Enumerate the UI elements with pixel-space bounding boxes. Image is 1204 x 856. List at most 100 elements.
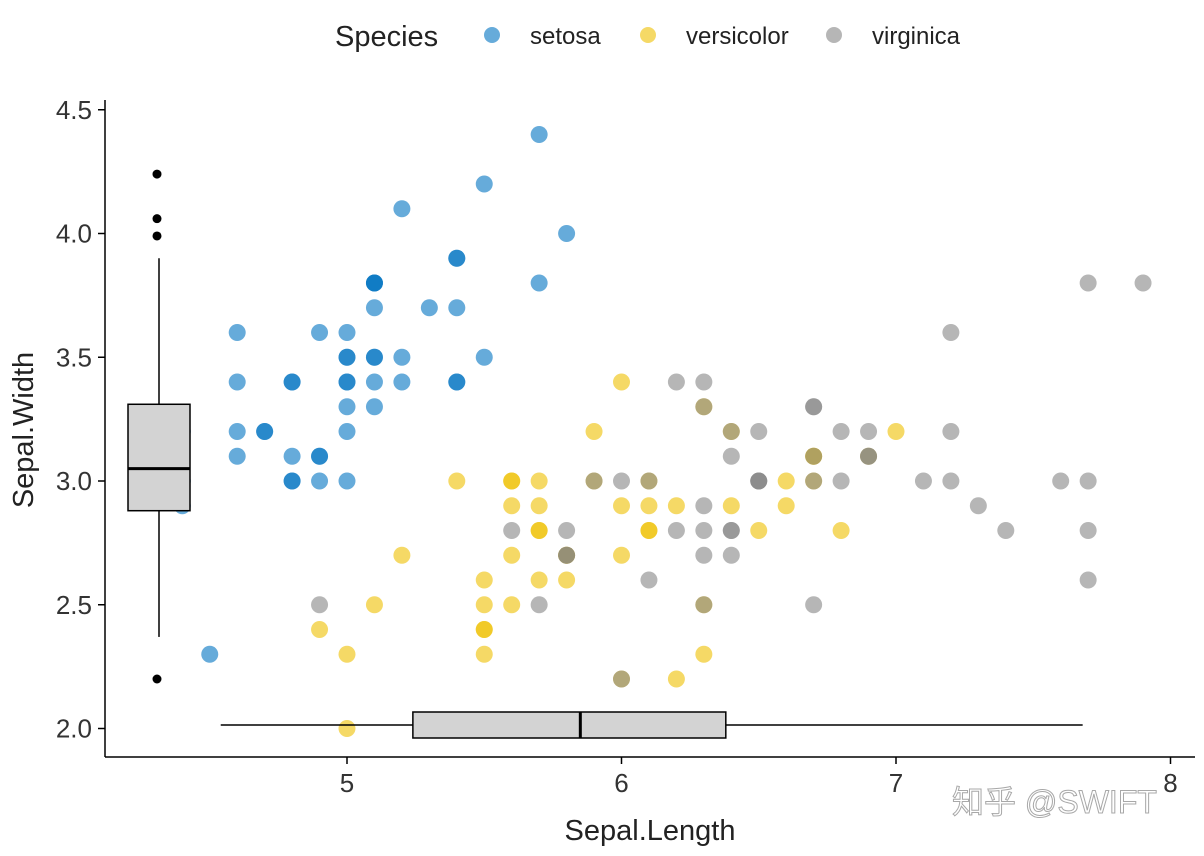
point-setosa <box>338 348 356 366</box>
point-versicolor <box>475 621 493 638</box>
point-versicolor <box>750 522 768 539</box>
point-versicolor <box>640 497 658 515</box>
point-virginica <box>530 596 548 614</box>
point-virginica <box>969 497 987 515</box>
point-setosa <box>365 348 383 366</box>
point-setosa <box>228 447 246 465</box>
point-setosa <box>311 472 329 490</box>
point-virginica <box>613 472 630 490</box>
point-virginica <box>695 522 713 539</box>
point-virginica <box>832 423 850 440</box>
point-virginica <box>640 571 658 589</box>
point-virginica <box>942 324 960 341</box>
boxplot-layer <box>127 169 1083 739</box>
point-virginica <box>1052 472 1070 490</box>
point-virginica <box>695 497 713 515</box>
point-setosa <box>475 175 493 193</box>
point-versicolor <box>448 472 466 490</box>
y-box-outlier <box>152 674 162 684</box>
point-setosa <box>283 373 301 391</box>
point-virginica <box>832 472 850 490</box>
point-virginica <box>805 472 823 490</box>
point-setosa <box>338 373 356 391</box>
point-virginica <box>722 423 740 440</box>
legend-marker-setosa <box>484 27 500 43</box>
point-virginica <box>695 398 713 416</box>
point-versicolor <box>613 546 630 564</box>
point-versicolor <box>338 645 356 663</box>
point-setosa <box>228 423 246 440</box>
point-setosa <box>311 447 329 465</box>
point-setosa <box>475 348 493 366</box>
point-versicolor <box>530 571 548 589</box>
point-versicolor <box>530 522 548 539</box>
point-setosa <box>365 373 383 391</box>
point-virginica <box>558 546 576 564</box>
point-virginica <box>613 670 630 688</box>
y-box-outlier <box>152 231 162 241</box>
point-virginica <box>750 472 768 490</box>
point-virginica <box>805 596 823 614</box>
point-versicolor <box>503 497 521 515</box>
point-setosa <box>448 373 466 391</box>
point-virginica <box>695 373 713 391</box>
axes: Sepal.Length Sepal.Width 5 6 7 8 2.0 2.5 3.0 3.… <box>8 95 1195 847</box>
point-versicolor <box>640 522 658 539</box>
point-virginica <box>667 373 685 391</box>
point-setosa <box>365 274 383 292</box>
watermark: 知乎 @SWIFT <box>952 784 1157 820</box>
x-axis-label: Sepal.Length <box>565 815 736 847</box>
legend-marker-versicolor <box>640 27 656 43</box>
point-virginica <box>695 546 713 564</box>
point-versicolor <box>777 472 795 490</box>
point-versicolor <box>503 596 521 614</box>
point-versicolor <box>558 571 576 589</box>
point-versicolor <box>832 522 850 539</box>
point-virginica <box>942 472 960 490</box>
y-tick-label: 4.5 <box>56 95 92 125</box>
point-versicolor <box>777 497 795 515</box>
legend-label-virginica: virginica <box>872 23 961 50</box>
point-virginica <box>311 596 329 614</box>
point-versicolor <box>613 373 630 391</box>
point-setosa <box>338 423 356 440</box>
point-versicolor <box>530 497 548 515</box>
y-tick-label: 3.5 <box>56 342 92 372</box>
point-virginica <box>722 522 740 539</box>
point-versicolor <box>338 720 356 737</box>
point-versicolor <box>667 670 685 688</box>
point-virginica <box>558 522 576 539</box>
x-tick-label: 5 <box>340 768 354 798</box>
point-virginica <box>640 472 658 490</box>
point-setosa <box>530 126 548 143</box>
point-virginica <box>585 472 603 490</box>
point-setosa <box>228 324 246 341</box>
point-virginica <box>1134 274 1152 292</box>
point-setosa <box>228 373 246 391</box>
point-versicolor <box>311 621 329 638</box>
point-setosa <box>448 299 466 317</box>
y-tick-label: 2.0 <box>56 714 92 744</box>
point-setosa <box>283 472 301 490</box>
point-versicolor <box>475 571 493 589</box>
point-virginica <box>1079 274 1097 292</box>
point-virginica <box>805 398 823 416</box>
point-versicolor <box>613 497 630 515</box>
y-tick-label: 4.0 <box>56 219 92 249</box>
point-virginica <box>805 447 823 465</box>
legend-title: Species <box>335 21 438 53</box>
points-layer <box>146 126 1152 737</box>
x-tick-label: 7 <box>889 768 903 798</box>
legend: Species setosa versicolor virginica <box>335 21 961 53</box>
y-axis-label: Sepal.Width <box>8 352 40 508</box>
point-setosa <box>365 299 383 317</box>
point-versicolor <box>887 423 905 440</box>
point-versicolor <box>503 472 521 490</box>
point-versicolor <box>475 645 493 663</box>
y-tick-label: 2.5 <box>56 590 92 620</box>
point-virginica <box>914 472 932 490</box>
point-virginica <box>997 522 1015 539</box>
point-setosa <box>420 299 438 317</box>
point-versicolor <box>393 546 411 564</box>
point-setosa <box>365 398 383 416</box>
